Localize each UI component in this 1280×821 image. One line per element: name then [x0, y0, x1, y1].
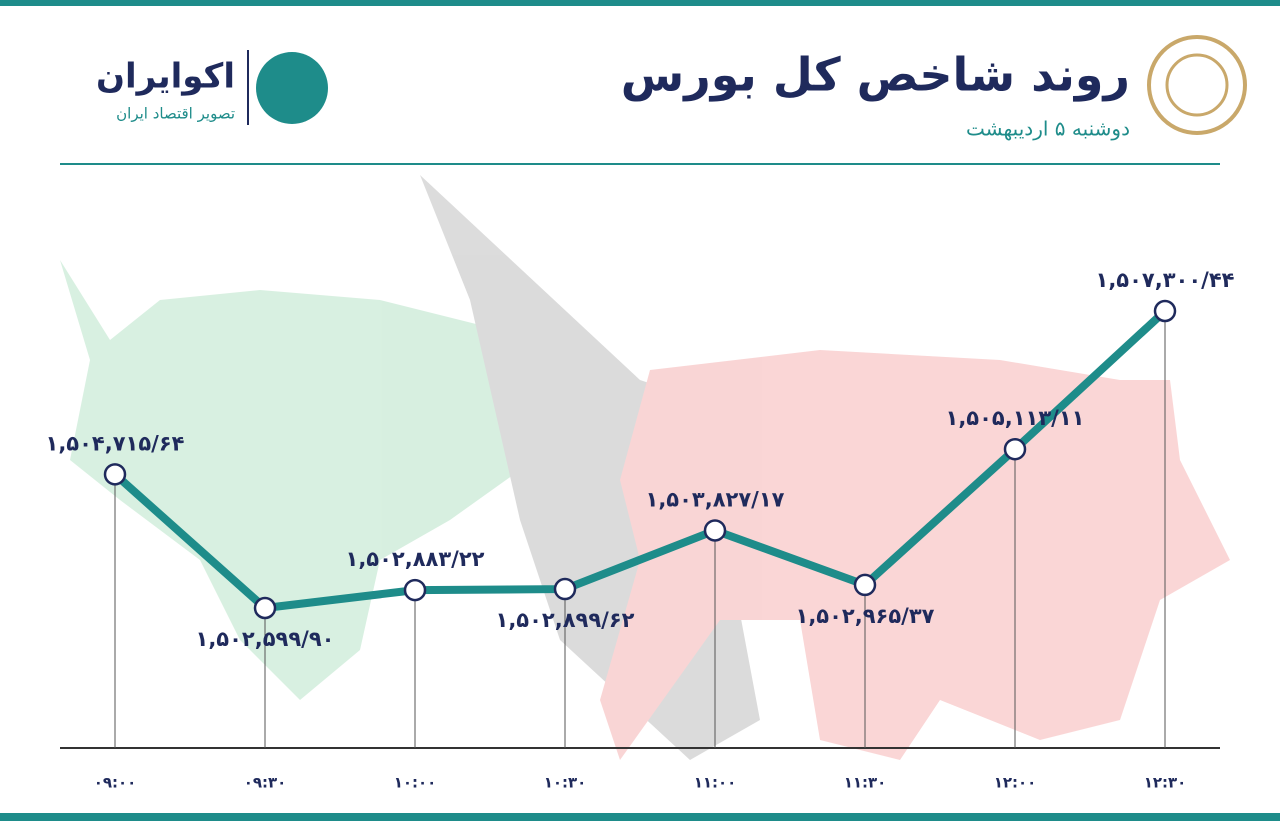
background-art	[60, 175, 1230, 760]
brand: اکوایران	[96, 57, 235, 97]
value-label: ۱,۵۰۷,۳۰۰/۴۴	[1096, 268, 1235, 292]
value-label: ۱,۵۰۵,۱۱۳/۱۱	[946, 406, 1085, 430]
top-border	[0, 0, 1280, 6]
brand-logo	[256, 52, 328, 124]
brand-tagline: تصویر اقتصاد ایران	[116, 105, 235, 123]
x-tick-label: ۱۲:۰۰	[994, 774, 1037, 792]
x-tick-label: ۰۹:۰۰	[94, 774, 137, 792]
point	[403, 578, 427, 602]
x-tick-label: ۱۱:۳۰	[844, 774, 887, 792]
title: روند شاخص کل بورس	[621, 48, 1130, 102]
point	[703, 519, 727, 542]
value-label: ۱,۵۰۲,۹۶۵/۳۷	[796, 604, 935, 628]
emblem-inner	[1165, 53, 1229, 117]
subtitle: دوشنبه ۵ اردیبهشت	[966, 117, 1130, 141]
value-label: ۱,۵۰۳,۸۲۷/۱۷	[646, 487, 785, 511]
point	[253, 596, 277, 620]
point	[853, 573, 877, 597]
value-label: ۱,۵۰۲,۸۸۳/۲۲	[346, 547, 485, 571]
point	[1003, 437, 1027, 461]
point	[103, 463, 127, 486]
x-tick-label: ۱۰:۰۰	[394, 774, 437, 792]
series-line	[112, 308, 1168, 612]
value-label: ۱,۵۰۲,۸۹۹/۶۲	[496, 608, 635, 632]
x-tick-label: ۱۰:۳۰	[544, 774, 587, 792]
x-tick-label: ۱۲:۳۰	[1144, 774, 1187, 792]
point	[1153, 299, 1177, 323]
bottom-border	[0, 813, 1280, 821]
emblem	[1147, 35, 1247, 135]
value-label: ۱,۵۰۲,۵۹۹/۹۰	[196, 627, 335, 651]
value-label: ۱,۵۰۴,۷۱۵/۶۴	[46, 431, 185, 455]
x-tick-label: ۰۹:۳۰	[244, 774, 287, 792]
point	[553, 577, 577, 601]
x-tick-label: ۱۱:۰۰	[694, 774, 737, 792]
